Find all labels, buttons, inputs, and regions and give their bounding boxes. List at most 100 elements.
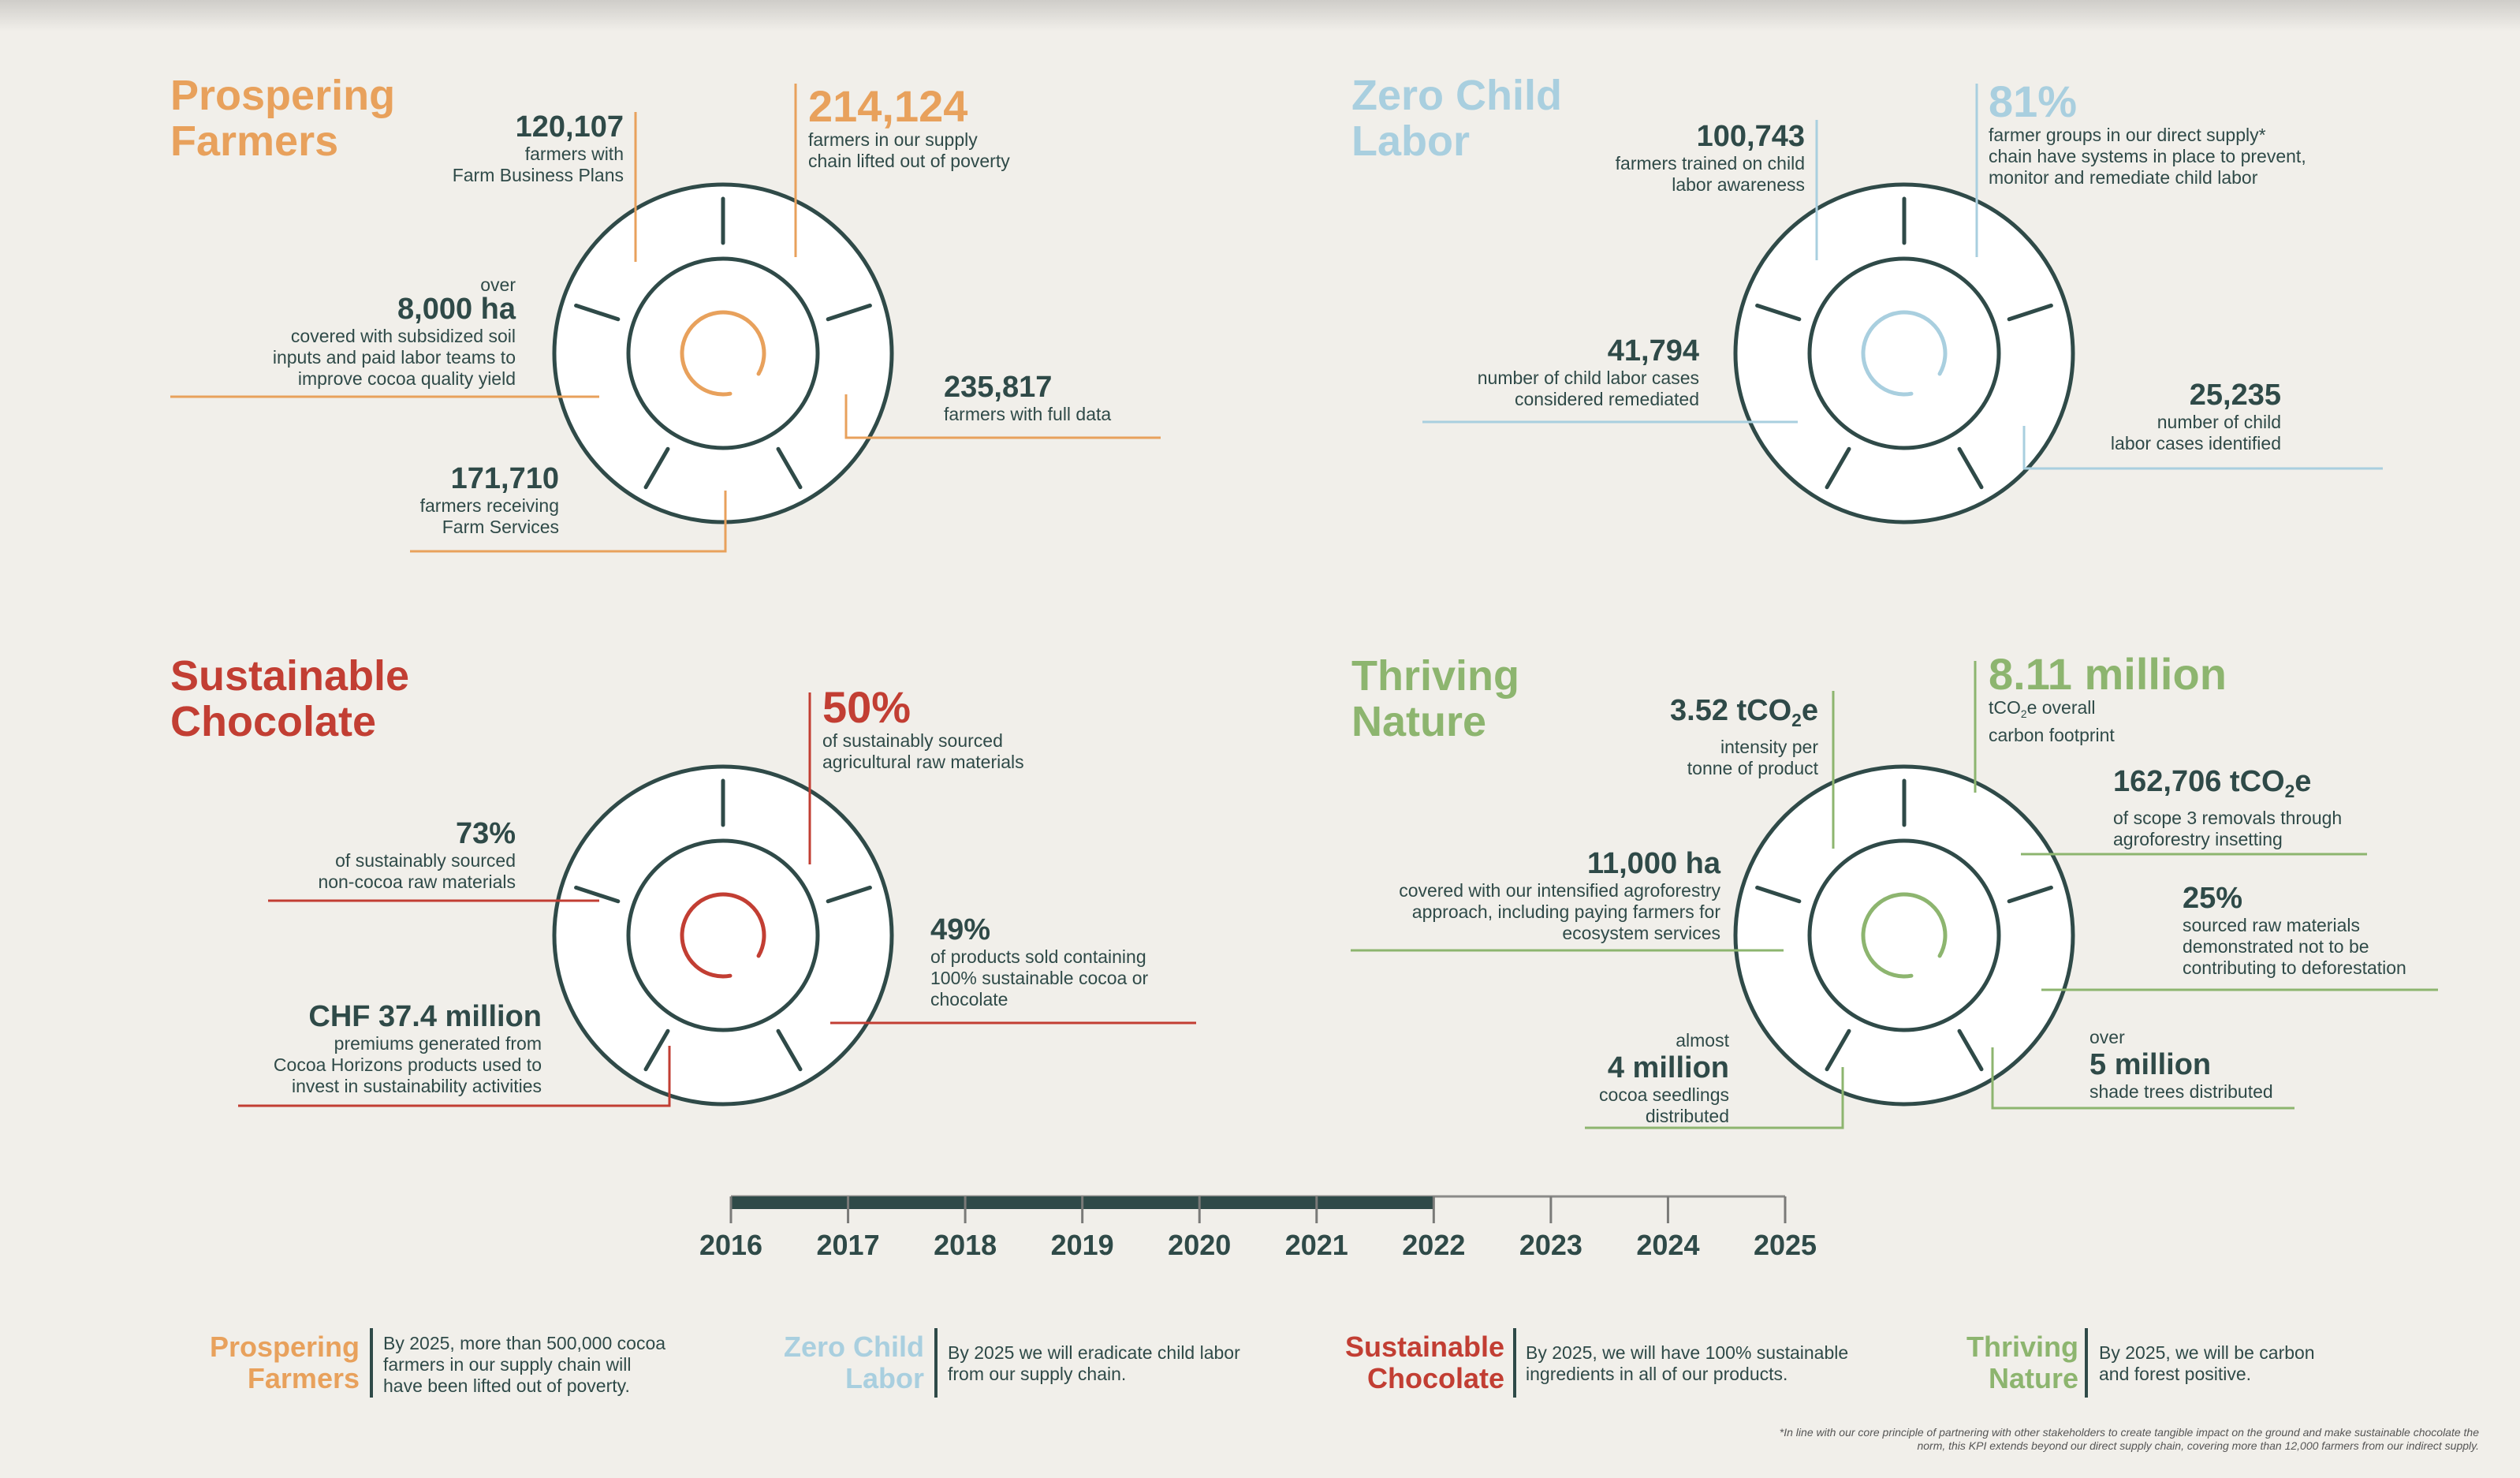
kpi-label: distributed <box>1645 1106 1729 1126</box>
kpi-label: farmers in our supply <box>808 129 978 150</box>
kpi-value: 162,706 tCO2e <box>2113 765 2342 808</box>
kpi-label: contributing to deforestation <box>2183 957 2406 978</box>
title-line: Prospering <box>170 72 396 119</box>
goal-title: Zero Child Labor <box>784 1331 924 1394</box>
goal-text: By 2025, we will be carbon and forest po… <box>2099 1342 2315 1385</box>
kpi-full-data: 235,817 farmers with full data <box>944 371 1111 425</box>
outer-ring <box>552 764 894 1107</box>
goal-text: By 2025, we will have 100% sustainable i… <box>1526 1342 1848 1385</box>
kpi-farm-services: 171,710 farmers receiving Farm Services <box>420 462 559 538</box>
kpi-cases-remediated: 41,794 number of child labor cases consi… <box>1478 334 1699 410</box>
tick <box>1825 1028 1851 1072</box>
unit-text: tCO <box>1989 697 2021 718</box>
kpi-shade-trees: over 5 million shade trees distributed <box>2089 1027 2273 1103</box>
unit-text: e overall <box>2026 697 2096 718</box>
kpi-value: 235,817 <box>944 371 1053 404</box>
kpi-label: farmer groups in our direct supply* <box>1989 125 2266 145</box>
kpi-label: tonne of product <box>1687 757 1818 778</box>
kpi-label: invest in sustainability activities <box>291 1076 542 1096</box>
kpi-prefix: over <box>2089 1027 2125 1047</box>
kpi-carbon-footprint: 8.11 million tCO2e overall carbon footpr… <box>1989 651 2227 746</box>
goal-title-line: Farmers <box>247 1362 360 1394</box>
goal-line: By 2025 we will eradicate child labor <box>948 1342 1240 1363</box>
timeline-year-label: 2025 <box>1753 1229 1817 1261</box>
goal-line: By 2025, we will be carbon <box>2099 1342 2315 1363</box>
goal-title-line: Chocolate <box>1366 1362 1504 1394</box>
kpi-label: farmers receiving <box>419 495 559 516</box>
kpi-value: 171,710 <box>450 462 559 495</box>
title-line: Chocolate <box>170 698 377 745</box>
timeline-year-label: 2017 <box>816 1229 880 1261</box>
kpi-label: of scope 3 removals through <box>2113 807 2343 828</box>
kpi-label: number of child <box>2157 412 2281 432</box>
kpi-label: tCO2e overall <box>1989 697 2227 725</box>
kpi-agroforestry-hectares: 11,000 ha covered with our intensified a… <box>1399 847 1720 944</box>
kpi-label: improve cocoa quality yield <box>297 368 516 389</box>
center-arc <box>1861 892 1948 979</box>
tick <box>826 885 872 904</box>
leader-line <box>1585 1067 1844 1129</box>
kpi-value: 100,743 <box>1696 120 1805 153</box>
outer-ring <box>1733 182 2075 524</box>
sustainable-chocolate-title: Sustainable Chocolate <box>170 653 409 745</box>
kpi-label: agricultural raw materials <box>822 752 1024 772</box>
kpi-cocoa-seedlings: almost 4 million cocoa seedlings distrib… <box>1599 1030 1729 1127</box>
kpi-farmer-groups: 81% farmer groups in our direct supply* … <box>1989 79 2306 188</box>
goal-title-line: Thriving <box>1966 1331 2078 1363</box>
tick <box>1755 303 1802 322</box>
center-arc <box>680 310 766 397</box>
kpi-label: farmers with full data <box>944 404 1112 424</box>
kpi-label: of sustainably sourced <box>335 850 516 871</box>
kpi-label: chain lifted out of poverty <box>808 151 1010 171</box>
leader-line <box>2022 426 2383 470</box>
kpi-label: number of child labor cases <box>1477 368 1699 388</box>
zero-child-labor-title: Zero Child Labor <box>1351 73 1562 164</box>
center-arc <box>1861 310 1948 397</box>
goal-line: By 2025, we will have 100% sustainable <box>1526 1342 1849 1363</box>
kpi-label: chocolate <box>930 989 1008 1010</box>
kpi-label: Farm Business Plans <box>452 165 624 185</box>
kpi-label: Cocoa Horizons products used to <box>273 1054 542 1075</box>
tick <box>1755 885 1802 904</box>
timeline-year-label: 2018 <box>934 1229 997 1261</box>
tick <box>574 303 621 322</box>
dial-nature <box>1733 764 2075 1107</box>
outer-ring <box>552 182 894 524</box>
thriving-nature-title: Thriving Nature <box>1351 653 1519 745</box>
kpi-prefix: almost <box>1676 1030 1729 1051</box>
title-line: Sustainable <box>170 652 410 700</box>
tick <box>574 885 621 904</box>
leader-line <box>238 1046 671 1107</box>
kpi-label: of products sold containing <box>930 946 1146 967</box>
kpi-intensity: 3.52 tCO2e intensity per tonne of produc… <box>1670 694 1818 779</box>
goal-title: Sustainable Chocolate <box>1345 1331 1504 1394</box>
unit-subscript: 2 <box>2020 707 2027 720</box>
kpi-value: 41,794 <box>1607 334 1699 368</box>
kpi-value: 73% <box>455 817 516 850</box>
goal-title: Thriving Nature <box>1966 1331 2078 1394</box>
prospering-farmers-title: Prospering Farmers <box>170 73 395 164</box>
kpi-label: sourced raw materials <box>2183 915 2360 935</box>
kpi-label: chain have systems in place to prevent, <box>1989 146 2306 166</box>
tick <box>2007 303 2053 322</box>
kpi-farm-business-plans: 120,107 farmers with Farm Business Plans <box>453 110 624 186</box>
kpi-label: shade trees distributed <box>2089 1081 2273 1102</box>
value-text: e <box>1801 694 1818 727</box>
footnote-line: norm, this KPI extends beyond our direct… <box>1917 1439 2479 1452</box>
kpi-label: covered with subsidized soil <box>290 326 516 346</box>
leader-line <box>844 394 1161 439</box>
kpi-deforestation-free: 25% sourced raw materials demonstrated n… <box>2183 882 2406 979</box>
inner-ring <box>1807 838 2001 1032</box>
kpi-label: 100% sustainable cocoa or <box>930 968 1149 988</box>
outer-ring <box>1733 764 2075 1107</box>
kpi-value: 4 million <box>1607 1051 1729 1084</box>
leader-line <box>410 491 727 553</box>
kpi-label: ecosystem services <box>1562 923 1720 943</box>
kpi-label: labor cases identified <box>2110 433 2281 453</box>
footnote: *In line with our core principle of part… <box>1780 1426 2479 1453</box>
tick <box>2007 885 2053 904</box>
kpi-label: farmers trained on child <box>1615 153 1805 174</box>
tick <box>1957 1028 1984 1072</box>
kpi-value: 5 million <box>2089 1048 2212 1081</box>
title-line: Labor <box>1351 118 1471 165</box>
